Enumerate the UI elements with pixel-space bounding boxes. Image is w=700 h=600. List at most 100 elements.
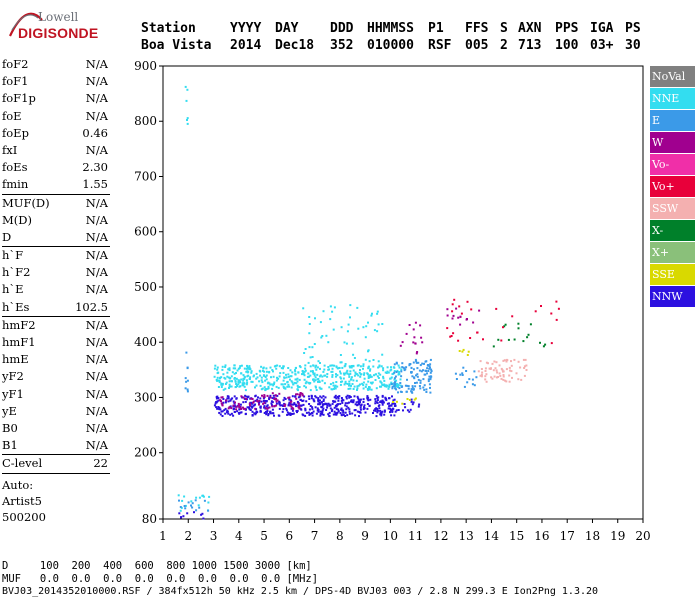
data-point — [525, 369, 528, 371]
data-point — [380, 414, 383, 417]
data-point — [269, 410, 272, 413]
data-point — [352, 353, 355, 356]
data-point — [333, 387, 335, 390]
data-point — [378, 364, 381, 367]
data-point — [468, 378, 471, 381]
data-point — [296, 409, 299, 412]
data-point — [302, 403, 305, 406]
data-point — [459, 373, 462, 376]
data-point — [250, 371, 253, 374]
data-point — [191, 506, 194, 509]
param-name: foEp — [2, 125, 29, 140]
data-point — [336, 403, 339, 406]
data-point — [369, 376, 372, 379]
data-point — [393, 378, 396, 381]
param-row: foEp 0.46 — [2, 125, 110, 142]
data-point — [411, 385, 414, 388]
data-point — [323, 364, 326, 367]
data-point — [327, 341, 330, 344]
data-point — [370, 314, 373, 317]
data-point — [348, 380, 351, 383]
plot-frame — [162, 65, 644, 520]
data-point — [412, 368, 415, 371]
data-point — [290, 386, 293, 389]
muf-row: MUF 0.0 0.0 0.0 0.0 0.0 0.0 0.0 0.0 [MHz… — [2, 573, 319, 585]
x-tick-label: 17 — [560, 529, 575, 543]
data-point — [360, 373, 363, 376]
data-point — [446, 327, 449, 330]
data-point — [455, 378, 458, 380]
data-point — [485, 373, 488, 376]
legend-item-nne: NNE — [650, 88, 695, 109]
data-point — [276, 376, 278, 379]
data-point — [312, 371, 314, 374]
data-point — [362, 384, 365, 387]
data-point — [484, 378, 487, 381]
data-point — [235, 377, 238, 380]
data-point — [261, 387, 264, 390]
data-point — [329, 383, 332, 386]
data-point — [258, 401, 260, 404]
data-point — [296, 400, 299, 403]
data-point — [240, 411, 243, 414]
data-point — [373, 409, 375, 412]
data-point — [222, 373, 225, 376]
data-point — [381, 395, 384, 398]
data-point — [320, 396, 323, 399]
data-point — [395, 409, 398, 412]
data-point — [397, 385, 399, 388]
data-point — [461, 374, 464, 376]
data-point — [469, 337, 472, 339]
data-point — [455, 307, 458, 310]
data-point — [386, 384, 389, 387]
data-point — [262, 374, 265, 377]
data-point — [251, 410, 254, 413]
data-point — [348, 365, 351, 368]
param-name: foF1p — [2, 91, 36, 106]
data-point — [216, 407, 219, 410]
data-point — [394, 402, 397, 405]
param-name: foE — [2, 108, 22, 123]
data-point — [264, 388, 267, 390]
data-point — [376, 397, 379, 399]
data-point — [248, 407, 251, 410]
data-point — [389, 369, 392, 372]
data-point — [364, 385, 367, 388]
lowell-digisonde-logo: Lowell DIGISONDE — [6, 6, 116, 46]
y-tick-label: 500 — [134, 280, 157, 294]
param-value: N/A — [85, 352, 108, 367]
data-point — [400, 391, 403, 393]
data-point — [230, 385, 233, 388]
data-point — [317, 403, 320, 406]
data-point — [330, 364, 333, 367]
data-point — [348, 396, 351, 399]
data-point — [323, 403, 326, 406]
data-point — [342, 377, 345, 380]
data-point — [377, 372, 380, 375]
data-point — [233, 407, 235, 410]
series-w — [219, 307, 481, 411]
data-point — [275, 402, 278, 405]
data-point — [410, 388, 413, 391]
data-point — [352, 399, 355, 402]
data-point — [292, 412, 295, 415]
data-point — [329, 407, 332, 410]
data-point — [503, 325, 506, 328]
data-point — [314, 395, 317, 398]
data-point — [388, 402, 390, 405]
data-point — [312, 378, 315, 381]
data-point — [261, 369, 264, 372]
data-point — [395, 379, 398, 382]
data-point — [276, 394, 279, 397]
data-point — [219, 408, 222, 411]
data-point — [359, 408, 362, 411]
data-point — [394, 381, 396, 384]
data-point — [394, 387, 397, 390]
data-point — [502, 359, 505, 362]
data-point — [282, 367, 284, 370]
data-point — [287, 373, 290, 376]
data-point — [377, 377, 380, 379]
data-point — [235, 405, 238, 408]
data-point — [263, 412, 266, 414]
data-point — [269, 366, 272, 369]
